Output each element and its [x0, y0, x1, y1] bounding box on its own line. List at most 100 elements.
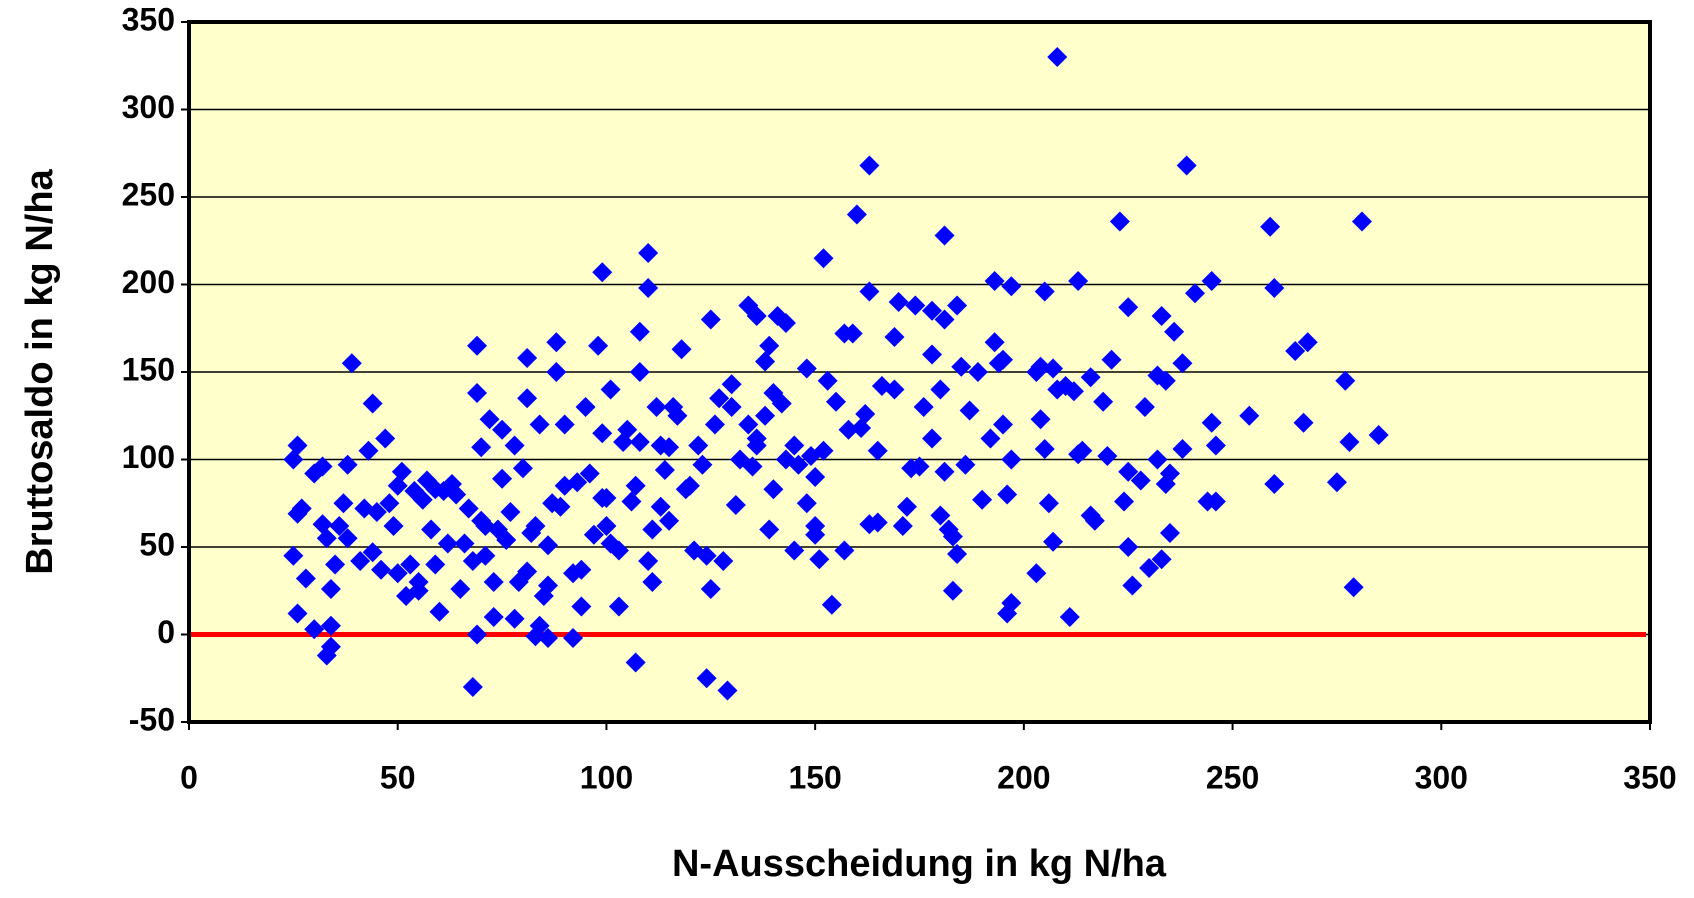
point	[717, 680, 738, 701]
point	[1172, 439, 1193, 459]
point	[563, 563, 584, 584]
point	[1043, 358, 1064, 379]
point	[725, 495, 746, 515]
y-tick-label: 200	[122, 264, 175, 300]
point	[592, 262, 613, 283]
y-tick-label: -50	[129, 701, 175, 737]
point	[316, 645, 337, 666]
point	[934, 309, 955, 330]
point	[859, 155, 880, 176]
point	[295, 568, 316, 589]
point	[1335, 370, 1356, 391]
point	[404, 481, 425, 501]
point	[997, 603, 1018, 624]
x-tick-label: 100	[580, 759, 633, 795]
point	[483, 572, 504, 592]
point	[312, 514, 333, 535]
point	[947, 295, 968, 316]
point	[1130, 470, 1151, 491]
y-tick-label: 0	[157, 614, 175, 650]
point	[775, 313, 796, 333]
point	[1109, 211, 1130, 232]
point	[471, 437, 492, 458]
point	[721, 374, 742, 395]
point	[700, 309, 721, 330]
point	[959, 400, 980, 421]
point	[1093, 391, 1114, 412]
point	[809, 549, 830, 570]
y-axis-title: Bruttosaldo in kg N/ha	[19, 168, 61, 574]
point	[871, 376, 892, 396]
x-tick-label: 300	[1415, 759, 1468, 795]
point	[1260, 216, 1281, 237]
point	[834, 540, 855, 561]
point	[596, 516, 617, 536]
point	[546, 332, 567, 353]
y-tick-label: 150	[122, 351, 175, 387]
point	[337, 454, 358, 475]
point	[379, 493, 400, 514]
point	[1239, 405, 1260, 426]
point	[1151, 306, 1172, 326]
point	[638, 278, 659, 298]
point	[400, 554, 421, 575]
point	[1047, 47, 1068, 67]
point	[692, 454, 713, 475]
point	[396, 586, 417, 606]
point	[533, 586, 554, 606]
point	[896, 496, 917, 517]
point	[1118, 461, 1139, 482]
point	[1034, 281, 1055, 302]
point	[730, 449, 751, 470]
point	[642, 519, 663, 540]
plot-border	[187, 20, 1652, 724]
point	[600, 533, 621, 554]
point	[650, 435, 671, 456]
point	[922, 344, 943, 365]
point	[525, 626, 546, 647]
point	[421, 519, 442, 540]
point	[1326, 472, 1347, 493]
point	[746, 435, 767, 456]
point	[784, 435, 805, 456]
point	[1043, 531, 1064, 552]
point	[575, 397, 596, 417]
point	[955, 454, 976, 475]
point	[704, 414, 725, 435]
point	[713, 551, 734, 571]
point	[287, 503, 308, 524]
point	[646, 397, 667, 417]
point	[638, 551, 659, 571]
point	[759, 519, 780, 540]
point	[755, 351, 776, 372]
point	[629, 362, 650, 382]
point	[763, 479, 784, 500]
point	[942, 580, 963, 601]
point	[1205, 491, 1226, 512]
point	[1080, 367, 1101, 388]
point	[984, 332, 1005, 353]
point	[700, 579, 721, 599]
point	[1038, 493, 1059, 514]
point	[1164, 321, 1185, 342]
point	[1047, 379, 1068, 400]
point	[467, 335, 488, 356]
point	[383, 516, 404, 536]
point	[805, 467, 826, 487]
point	[1068, 444, 1089, 465]
point	[320, 579, 341, 599]
point	[1264, 474, 1285, 494]
point	[1201, 412, 1222, 433]
point	[846, 204, 867, 225]
point	[504, 435, 525, 456]
point	[675, 479, 696, 500]
point	[1030, 409, 1051, 430]
point	[1118, 537, 1139, 557]
point	[1122, 575, 1143, 596]
point	[387, 563, 408, 584]
point	[947, 544, 968, 564]
point	[1264, 278, 1285, 298]
point	[416, 470, 437, 491]
point	[583, 524, 604, 545]
point	[1293, 412, 1314, 433]
